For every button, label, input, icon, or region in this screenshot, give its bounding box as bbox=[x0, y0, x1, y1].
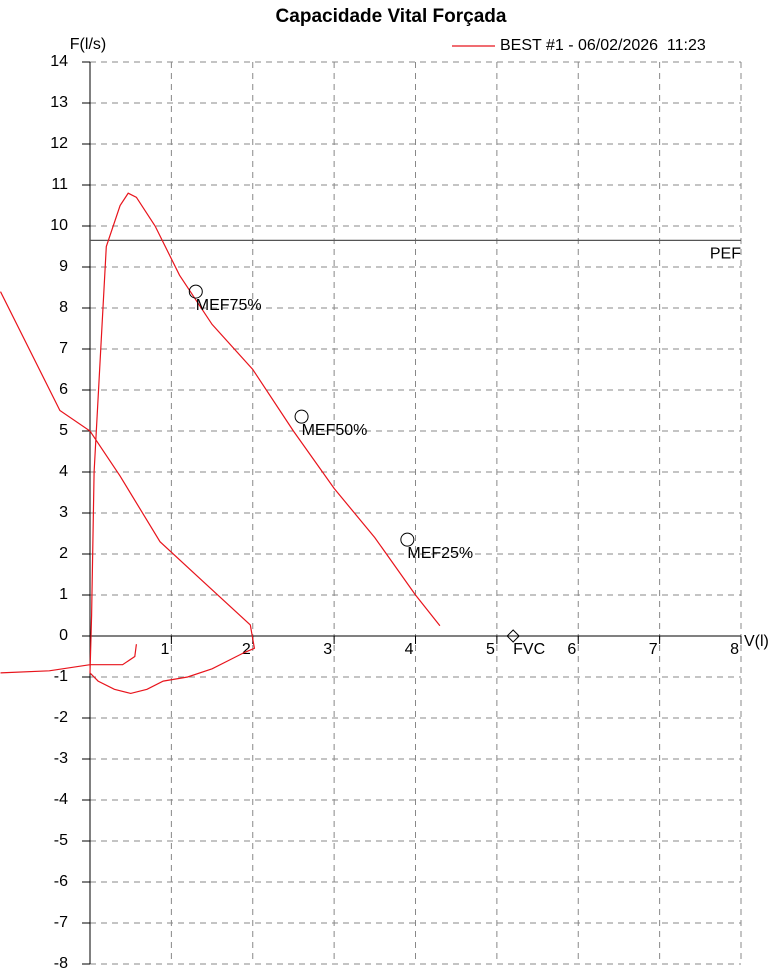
x-tick-label: 2 bbox=[242, 641, 251, 658]
marker-label: MEF25% bbox=[407, 545, 473, 562]
x-axis-label: V(l) bbox=[744, 633, 769, 650]
y-tick-label: -6 bbox=[54, 873, 68, 890]
legend-label: BEST #1 - 06/02/2026 11:23 bbox=[500, 37, 706, 54]
y-tick-label: -2 bbox=[54, 709, 68, 726]
y-tick-label: 8 bbox=[59, 299, 68, 316]
y-tick-label: -1 bbox=[54, 668, 68, 685]
y-tick-label: 14 bbox=[50, 53, 68, 70]
chart-title: Capacidade Vital Forçada bbox=[276, 6, 507, 27]
x-tick-label: 3 bbox=[323, 641, 332, 658]
y-tick-label: 6 bbox=[59, 381, 68, 398]
y-tick-label: 11 bbox=[51, 176, 68, 193]
y-tick-label: 2 bbox=[59, 545, 68, 562]
marker bbox=[400, 532, 415, 547]
y-axis-label: F(l/s) bbox=[70, 36, 106, 53]
y-tick-label: 0 bbox=[59, 627, 68, 644]
y-tick-label: 13 bbox=[50, 94, 68, 111]
y-tick-label: 5 bbox=[59, 422, 68, 439]
marker bbox=[188, 284, 203, 299]
y-tick-label: 3 bbox=[59, 504, 68, 521]
x-tick-label: 8 bbox=[730, 641, 739, 658]
marker-label: MEF75% bbox=[196, 297, 262, 314]
y-tick-label: 7 bbox=[59, 340, 68, 357]
marker-label: MEF50% bbox=[302, 422, 368, 439]
data-line bbox=[0, 192, 441, 695]
x-tick-label: 5 bbox=[486, 641, 495, 658]
y-tick-label: 12 bbox=[50, 135, 68, 152]
y-tick-label: 4 bbox=[59, 463, 68, 480]
reference-label: PEF bbox=[710, 246, 741, 263]
y-tick-label: -8 bbox=[54, 955, 68, 971]
y-tick-label: 1 bbox=[59, 586, 68, 603]
marker bbox=[506, 629, 520, 643]
y-tick-label: -7 bbox=[54, 914, 68, 931]
x-tick-label: 6 bbox=[567, 641, 576, 658]
x-tick-label: 4 bbox=[405, 641, 414, 658]
y-tick-label: 10 bbox=[50, 217, 68, 234]
marker bbox=[294, 409, 309, 424]
y-tick-label: -5 bbox=[54, 832, 68, 849]
y-tick-label: 9 bbox=[59, 258, 68, 275]
x-tick-label: 1 bbox=[160, 641, 169, 658]
y-tick-label: -4 bbox=[54, 791, 68, 808]
x-tick-label: 7 bbox=[649, 641, 658, 658]
y-tick-label: -3 bbox=[54, 750, 68, 767]
marker-label: FVC bbox=[513, 641, 545, 658]
